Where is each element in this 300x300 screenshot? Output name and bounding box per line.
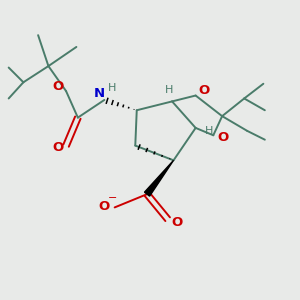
Text: N: N [94, 87, 105, 100]
Text: O: O [171, 216, 182, 229]
Text: −: − [108, 193, 117, 203]
Text: O: O [52, 141, 64, 154]
Text: O: O [198, 84, 209, 97]
Text: O: O [99, 200, 110, 213]
Text: O: O [52, 80, 64, 93]
Text: H: H [165, 85, 173, 94]
Text: H: H [205, 126, 213, 136]
Text: O: O [217, 131, 228, 144]
Text: H: H [107, 82, 116, 93]
Polygon shape [145, 160, 174, 196]
